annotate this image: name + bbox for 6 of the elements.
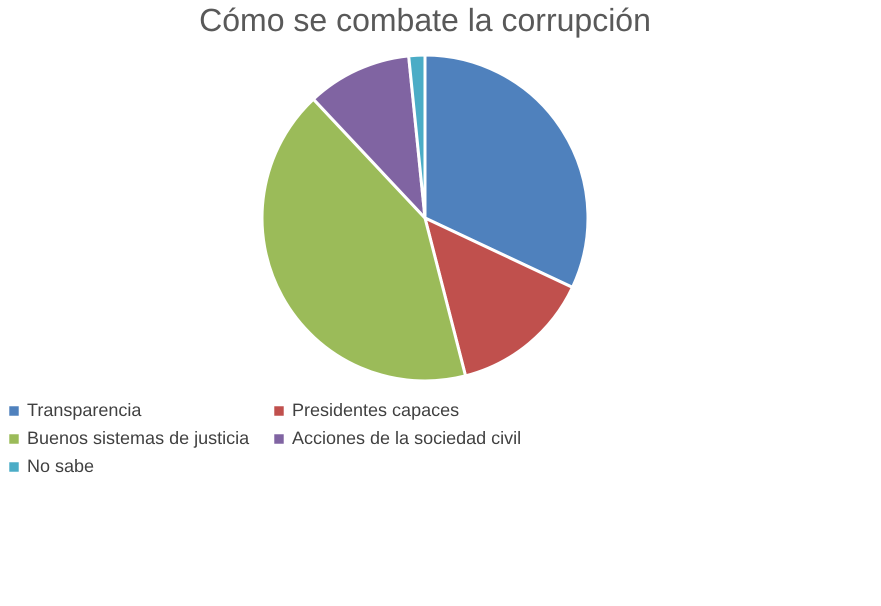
legend-label: No sabe bbox=[27, 456, 94, 476]
legend-label: Presidentes capaces bbox=[292, 400, 460, 420]
legend-label: Transparencia bbox=[27, 400, 142, 420]
chart-title: Cómo se combate la corrupción bbox=[199, 2, 651, 38]
legend-label: Acciones de la sociedad civil bbox=[292, 428, 522, 448]
legend-label: Buenos sistemas de justicia bbox=[27, 428, 250, 448]
